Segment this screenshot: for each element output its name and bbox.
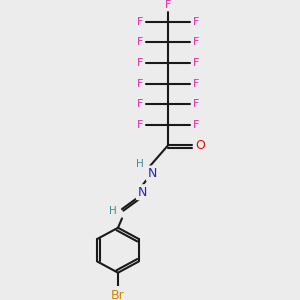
Text: F: F [137,99,143,109]
Text: F: F [137,120,143,130]
Text: F: F [193,17,199,27]
Text: O: O [195,139,205,152]
Text: F: F [193,99,199,109]
Text: N: N [147,167,157,180]
Text: Br: Br [111,289,125,300]
Text: F: F [137,58,143,68]
Text: F: F [137,79,143,88]
Text: F: F [193,79,199,88]
Text: F: F [193,58,199,68]
Text: N: N [137,186,147,199]
Text: H: H [136,159,144,169]
Text: F: F [165,0,171,10]
Text: H: H [109,206,117,216]
Text: F: F [137,38,143,47]
Text: F: F [137,17,143,27]
Text: F: F [193,120,199,130]
Text: F: F [193,38,199,47]
